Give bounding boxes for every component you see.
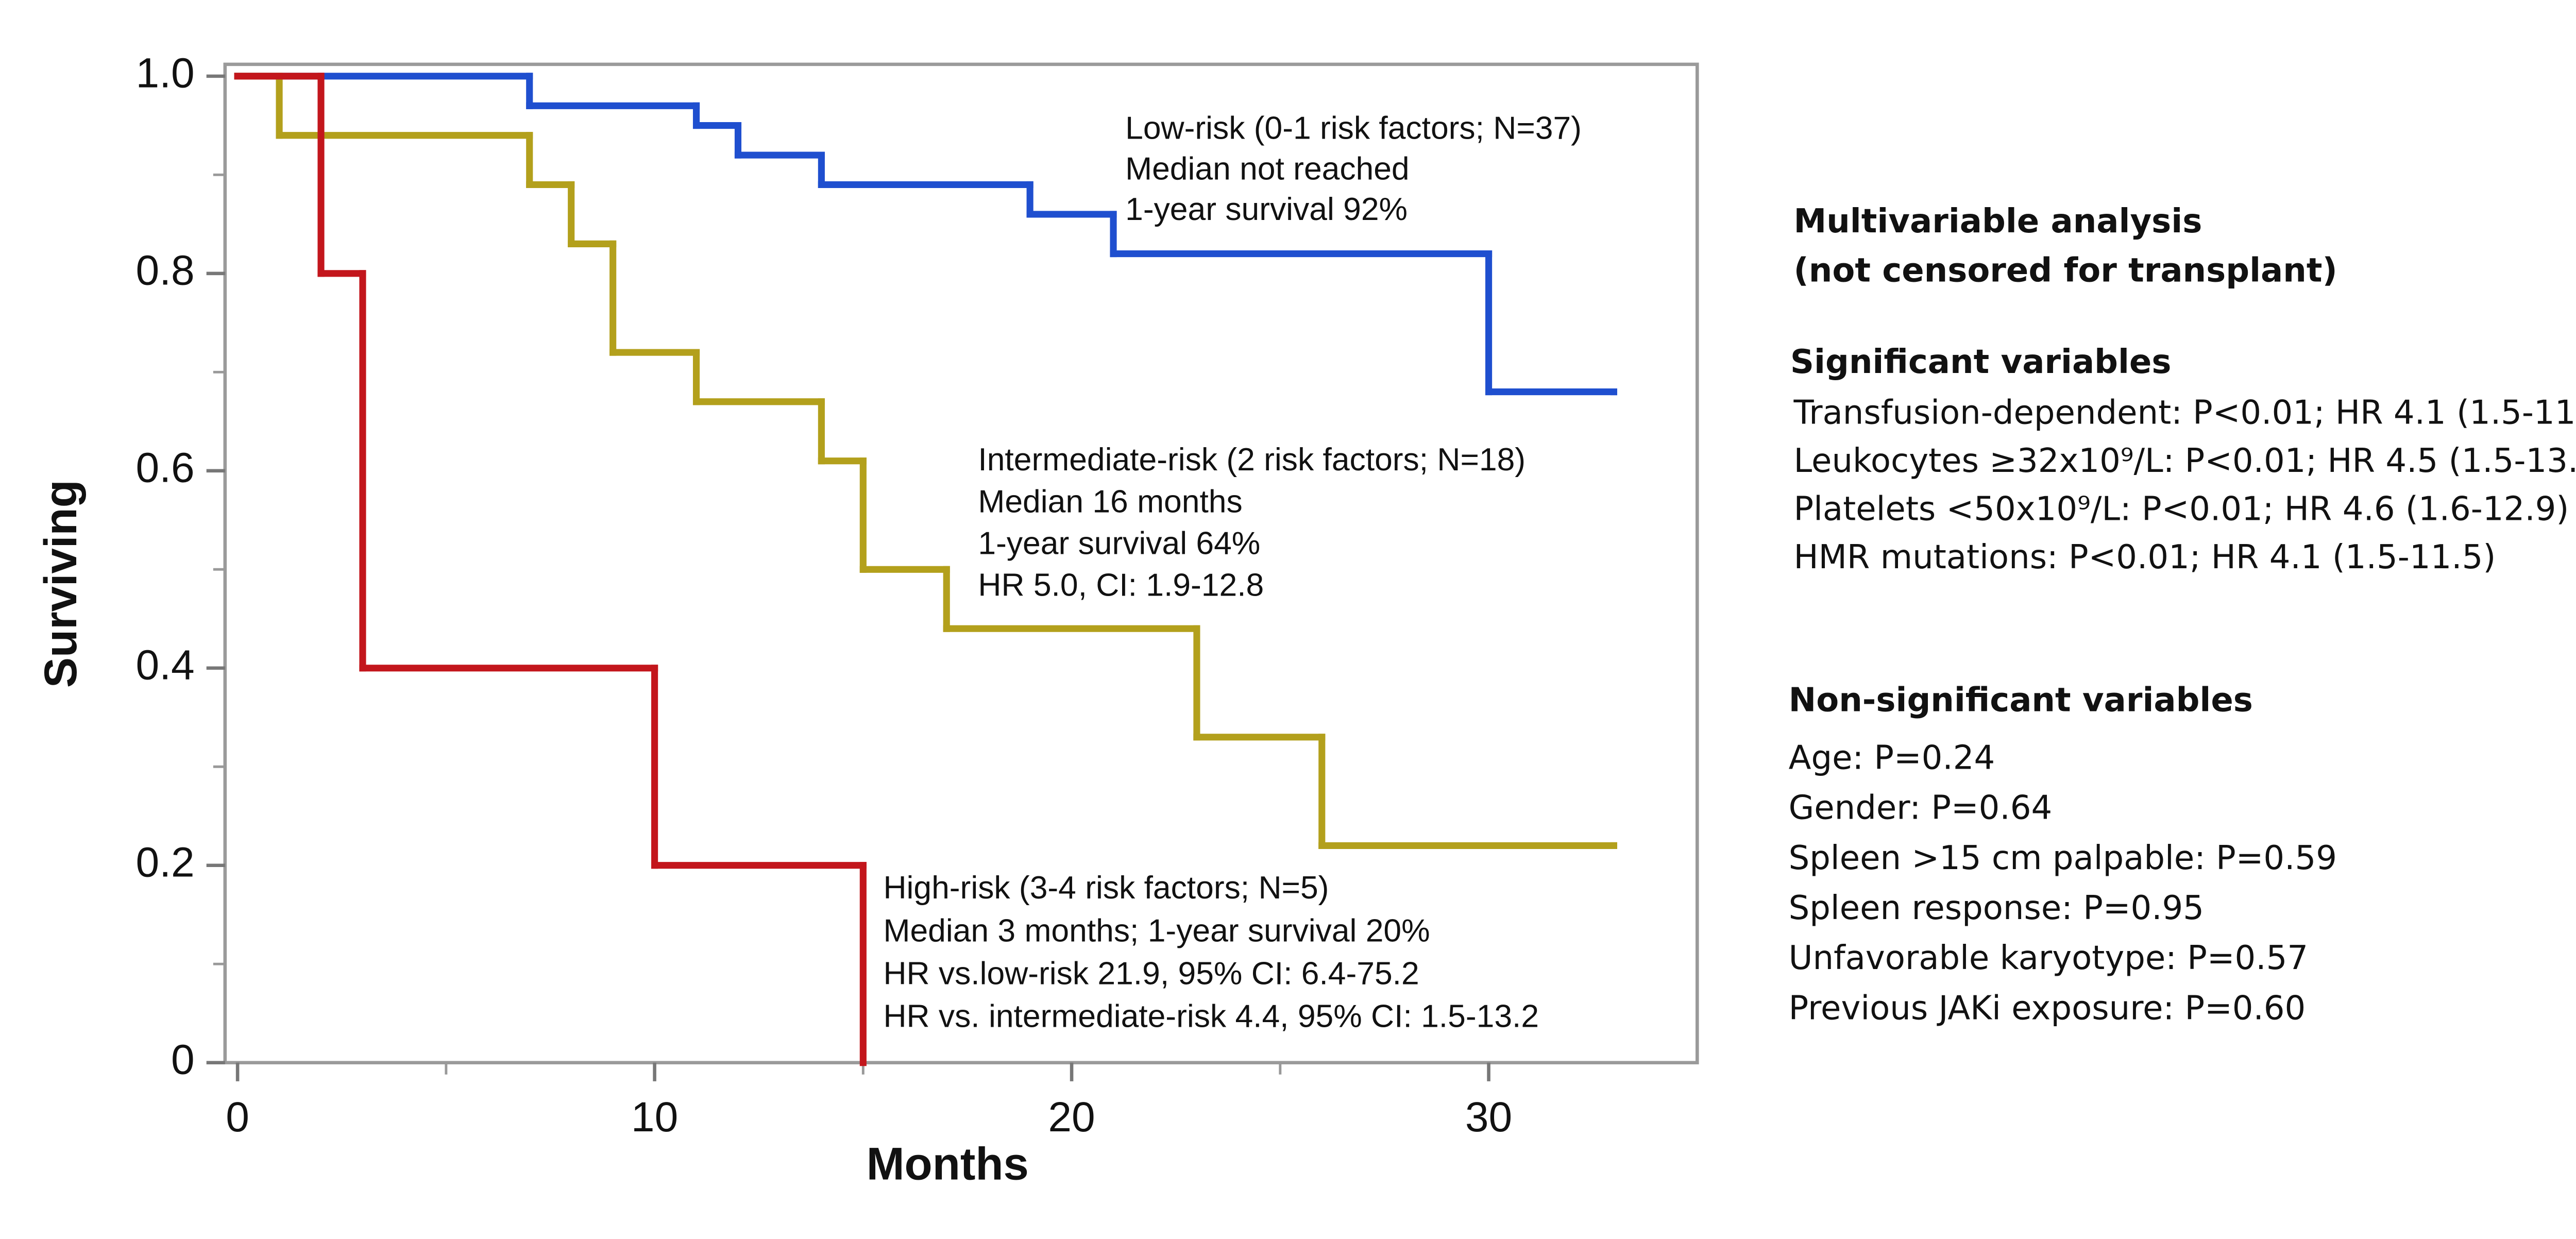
panel-item: Leukocytes ≥32x10⁹/L: P<0.01; HR 4.5 (1.… — [1794, 442, 2576, 480]
annotation: 1-year survival 92% — [1125, 192, 1408, 227]
annotation: Low-risk (0-1 risk factors; N=37) — [1125, 110, 1582, 146]
annotation: HR vs. intermediate-risk 4.4, 95% CI: 1.… — [883, 998, 1539, 1034]
y-axis-label: Surviving — [35, 480, 86, 688]
y-tick-label: 0.2 — [136, 839, 195, 886]
annotation: HR vs.low-risk 21.9, 95% CI: 6.4-75.2 — [883, 956, 1419, 991]
y-tick-label: 0.8 — [136, 247, 195, 294]
section-heading: Significant variables — [1790, 343, 2172, 381]
annotation: Median 16 months — [978, 484, 1242, 519]
panel-item: Spleen response: P=0.95 — [1789, 889, 2204, 927]
panel-item: Unfavorable karyotype: P=0.57 — [1789, 939, 2308, 977]
x-tick-label: 0 — [226, 1094, 249, 1141]
panel-item: Platelets <50x10⁹/L: P<0.01; HR 4.6 (1.6… — [1794, 490, 2569, 529]
panel-item: Transfusion-dependent: P<0.01; HR 4.1 (1… — [1793, 394, 2576, 432]
annotation: Median 3 months; 1-year survival 20% — [883, 913, 1430, 948]
annotation: High-risk (3-4 risk factors; N=5) — [883, 870, 1329, 906]
x-axis-label: Months — [867, 1139, 1029, 1190]
section-heading: Non-significant variables — [1789, 682, 2253, 720]
x-tick-label: 30 — [1465, 1094, 1512, 1141]
annotation: HR 5.0, CI: 1.9-12.8 — [978, 568, 1264, 603]
y-tick-label: 0.4 — [136, 641, 195, 688]
plot-frame — [223, 62, 1699, 1064]
y-tick-label: 0.6 — [136, 444, 195, 491]
x-tick-label: 20 — [1048, 1094, 1095, 1141]
annotation: Median not reached — [1125, 151, 1410, 186]
x-tick-label: 10 — [631, 1094, 678, 1141]
y-tick-label: 1.0 — [136, 50, 195, 97]
panel-item: Previous JAKi exposure: P=0.60 — [1789, 989, 2306, 1027]
y-tick-label: 0 — [171, 1036, 195, 1083]
panel-item: Gender: P=0.64 — [1789, 789, 2053, 827]
annotation: 1-year survival 64% — [978, 525, 1260, 561]
panel-title: (not censored for transplant) — [1794, 251, 2337, 290]
panel-item: Spleen >15 cm palpable: P=0.59 — [1789, 839, 2337, 877]
panel-item: HMR mutations: P<0.01; HR 4.1 (1.5-11.5) — [1794, 538, 2496, 576]
panel-title: Multivariable analysis — [1794, 202, 2202, 241]
panel-item: Age: P=0.24 — [1789, 739, 1995, 777]
annotation: Intermediate-risk (2 risk factors; N=18) — [978, 442, 1526, 478]
